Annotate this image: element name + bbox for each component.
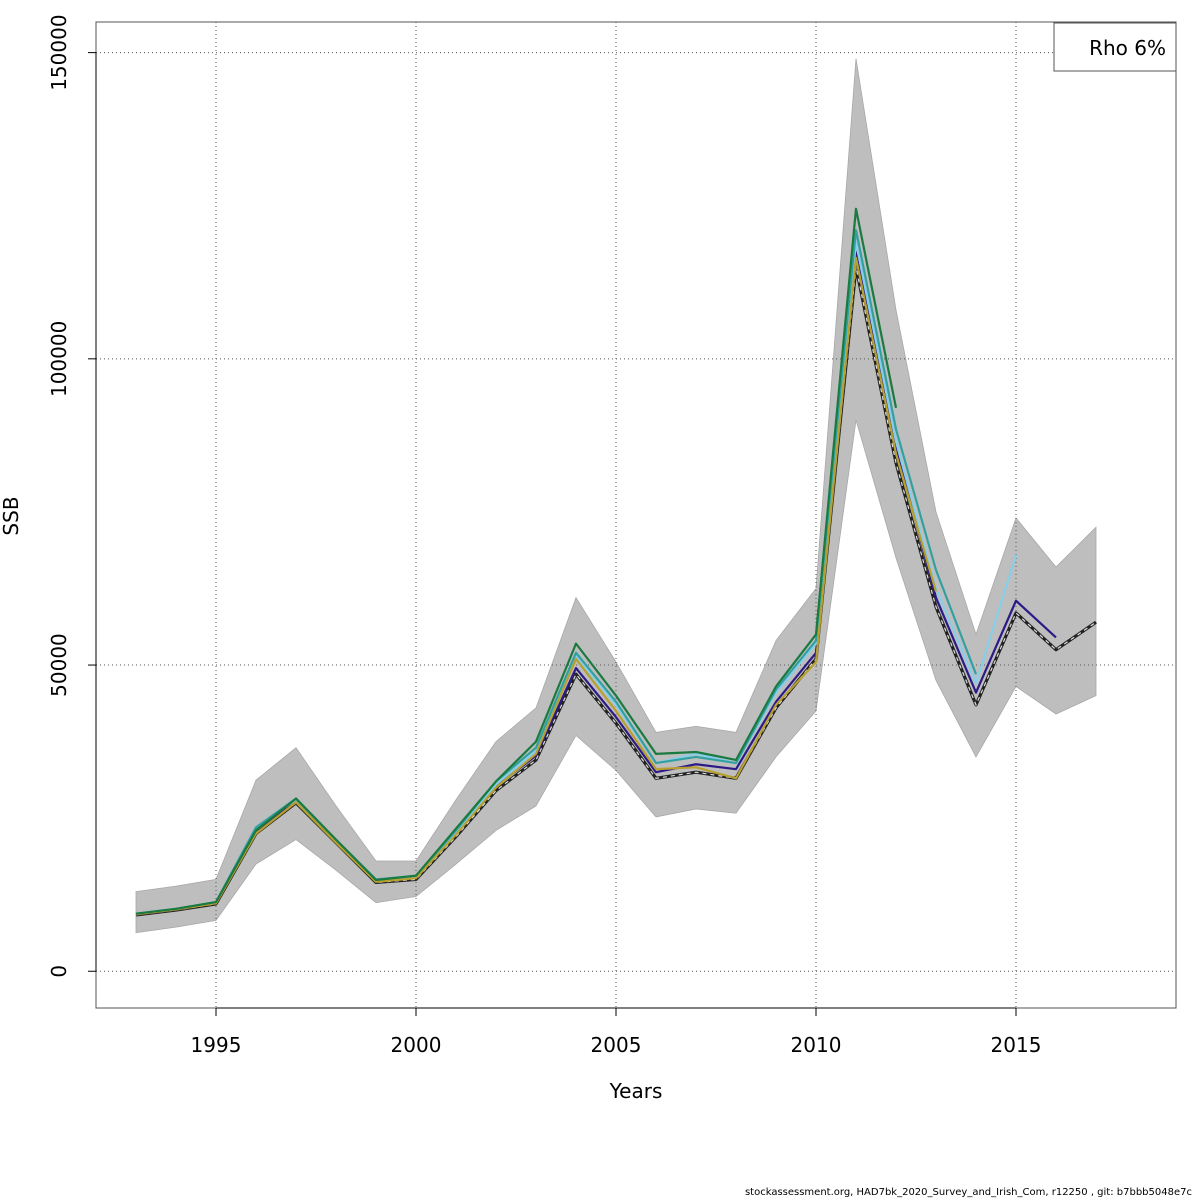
legend-box (1053, 22, 1177, 72)
y-axis-title: SSB (0, 496, 23, 535)
series-line-5 (135, 207, 898, 915)
x-tick-label: 2005 (591, 1033, 642, 1057)
confidence-band-layer (135, 58, 1097, 934)
series-line-1 (135, 250, 1057, 916)
x-tick-label: 2000 (391, 1033, 442, 1057)
y-tick-label: 0 (47, 965, 71, 978)
y-tick-label: 150000 (47, 14, 71, 90)
legend: Rho 6% (1053, 22, 1177, 72)
y-axis: 0 50000 100000 150000 (47, 14, 97, 978)
footer-source-text: stockassessment.org, HAD7bk_2020_Survey_… (744, 1187, 1192, 1198)
y-tick-label: 50000 (47, 633, 71, 697)
confidence-band (135, 58, 1097, 934)
x-tick-label: 1995 (191, 1033, 242, 1057)
grid-layer (96, 22, 1176, 1008)
series-line-0-dash (135, 266, 1097, 916)
legend-text: Rho 6% (1089, 36, 1166, 60)
x-tick-label: 2010 (791, 1033, 842, 1057)
series-layer (135, 207, 1097, 917)
y-tick-label: 100000 (47, 321, 71, 397)
x-axis-title: Years (609, 1079, 663, 1103)
x-tick-label: 2015 (991, 1033, 1042, 1057)
series-line-3 (135, 229, 978, 915)
series-line-4 (135, 256, 938, 916)
x-axis: 1995 2000 2005 2010 2015 (191, 1007, 1042, 1057)
